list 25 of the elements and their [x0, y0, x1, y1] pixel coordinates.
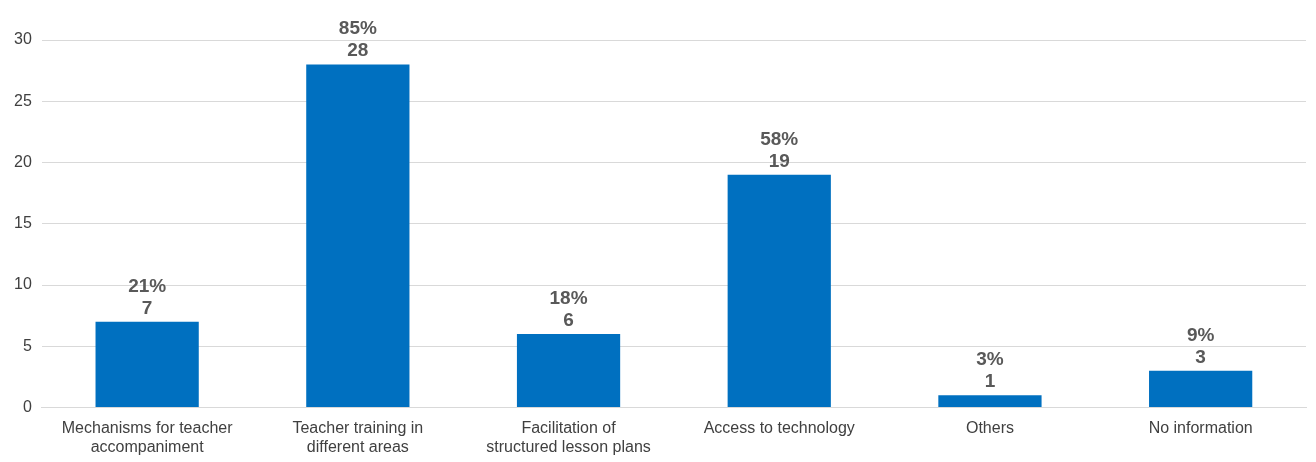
x-tick-label: No information [1148, 418, 1253, 436]
x-tick-label: Teacher training in different areas [292, 418, 424, 455]
bar [727, 174, 831, 408]
y-tick-label: 25 [14, 91, 32, 109]
data-label: 58% 19 [760, 127, 799, 171]
data-label: 3% 1 [976, 348, 1004, 392]
y-tick-label: 5 [22, 336, 32, 354]
data-label: 21% 7 [128, 274, 167, 318]
y-tick-label: 20 [14, 152, 32, 170]
x-tick-label: Others [965, 418, 1014, 436]
data-label: 9% 3 [1186, 323, 1215, 367]
bar [516, 334, 621, 408]
bar [95, 321, 199, 408]
data-label: 18% 6 [549, 286, 588, 330]
y-tick-label: 15 [14, 214, 32, 232]
x-tick-label: Access to technology [703, 418, 855, 436]
x-tick-label: Facilitation of structured lesson plans [486, 418, 651, 455]
data-label: 85% 28 [338, 17, 377, 61]
bar [306, 64, 410, 408]
y-tick-label: 10 [14, 275, 32, 293]
bar [938, 395, 1042, 408]
y-tick-label: 0 [22, 398, 32, 416]
y-tick-label: 30 [14, 30, 32, 48]
x-tick-label: Mechanisms for teacher accompaniment [61, 418, 234, 455]
bar [1149, 370, 1253, 408]
